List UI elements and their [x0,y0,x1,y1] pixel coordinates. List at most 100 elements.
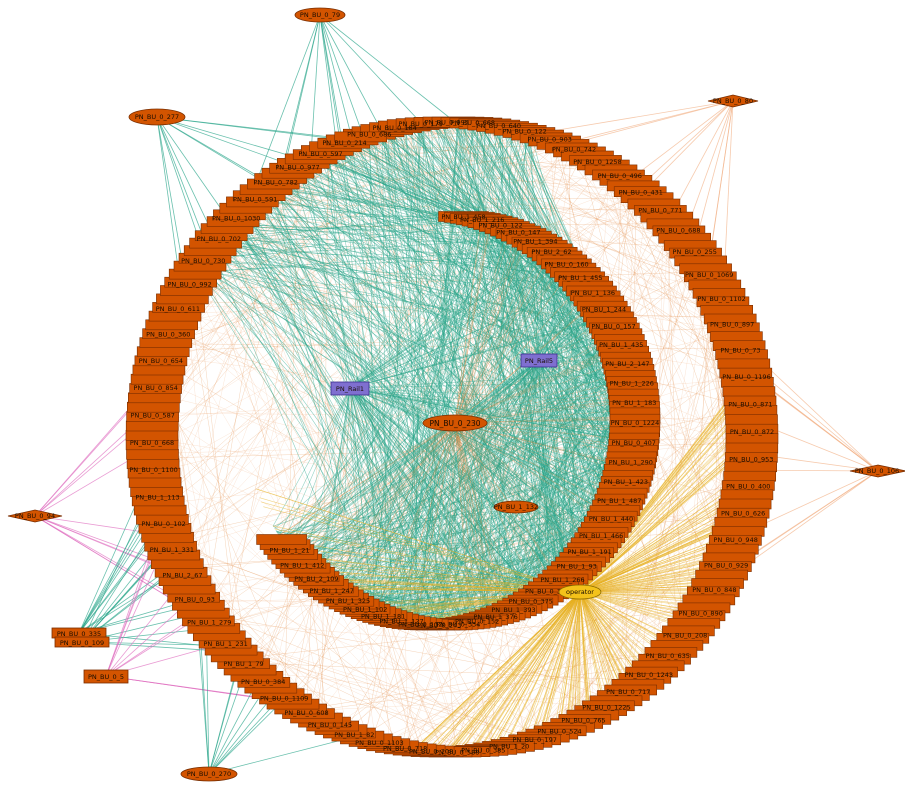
outer-ring-node[interactable] [125,420,179,432]
inner-ring-node-label: PN_BU_1_181 [361,612,405,620]
edge-teal [227,227,445,626]
edge-outer [626,180,745,510]
edge-operator [491,591,581,750]
outer-ring-node-label: PN_BU_0_400 [726,483,770,491]
edge-operator [579,434,753,593]
node-center[interactable]: PN_BU_0_230 [422,414,488,432]
inner-ring-node-label: PN_BU_2_109 [294,575,338,583]
edge-center [454,255,557,424]
inner-ring-node[interactable] [256,534,307,545]
edge-rail1 [349,238,531,389]
outer-ring-node[interactable] [141,531,194,543]
outer-ring-node[interactable] [718,498,772,510]
satellite-5[interactable]: PN_BU_0_5 [83,669,129,684]
outer-ring-node-label: PN_BU_0_668 [451,119,495,127]
node-center-label: PN_BU_0_230 [429,419,480,428]
edge-teal [219,237,539,244]
edge-teal [408,125,523,606]
outer-ring-node[interactable] [725,414,778,426]
outer-ring-node[interactable] [717,358,771,370]
outer-ring-node-label: PN_BU_1_331 [150,546,194,554]
outer-ring-node[interactable] [722,386,776,397]
outer-ring-node[interactable] [723,470,777,482]
edge-teal [393,128,520,608]
edge-operator [579,591,625,695]
edge-operator [259,497,581,593]
outer-ring-node[interactable] [714,516,768,528]
outer-ring-node-label: PN_BU_0_1258 [573,158,621,166]
edge-teal [385,129,475,219]
inner-ring-node-label: PN_BU_1_191 [567,548,611,556]
edge-rail1 [349,387,565,578]
edge-center [454,222,492,424]
edge-operator [577,591,581,723]
edge-outer [194,274,239,659]
outer-ring-node[interactable] [128,477,182,488]
outer-ring-node-label: PN_BU_0_992 [167,281,211,289]
edge-outer [309,143,562,160]
edge-teal-inner [500,370,630,615]
outer-ring-node[interactable] [126,448,179,460]
edge-outer [157,148,332,501]
edge-center [454,393,634,424]
edge-satellite [156,116,308,162]
edge-center [454,422,621,499]
edge-outer [225,153,321,644]
edge-rail1 [349,226,506,389]
edge-satellite [208,698,286,775]
outer-ring-node-label: PN_BU_0_626 [721,510,765,518]
inner-ring-node-label: PN_BU_0_334 [436,620,480,628]
outer-ring-node[interactable] [139,337,193,348]
edge-satellite [319,14,382,131]
outer-ring-node[interactable] [130,373,184,385]
edge-operator [530,591,581,742]
outer-ring-node[interactable] [136,346,190,358]
satellite-94[interactable]: PN_BU_0_94 [7,509,63,523]
outer-ring-node-label: PN_BU_0_765 [561,716,605,724]
satellite-80[interactable]: PN_BU_0_80 [707,94,759,108]
edge-outer [529,472,751,742]
edge-operator [426,591,581,752]
edge-center [278,422,456,536]
edge-rail1 [349,387,546,593]
satellite-79[interactable]: PN_BU_0_79 [294,7,346,23]
node-operator[interactable]: operator [558,584,602,600]
outer-ring-node-label: PN_BU_1_113 [135,493,179,501]
satellite-335[interactable]: PN_BU_0_335 [51,627,107,639]
inner-ring-node-label: PN_BU_1_266 [540,576,584,584]
satellite-277[interactable]: PN_BU_0_277 [128,108,186,126]
outer-ring-node-label: PN_BU_0_122 [502,128,546,136]
edge-rail5 [332,359,540,592]
outer-ring-node-label: PN_BU_0_197 [513,736,557,744]
outer-ring-node[interactable] [725,442,779,454]
edge-rail5 [340,359,540,597]
edge-center [454,422,579,565]
satellite-270[interactable]: PN_BU_0_270 [180,766,238,782]
rail-1[interactable]: PN_Rail1 [330,381,370,396]
edge-operator [567,591,581,728]
edge-center [278,422,456,536]
outer-ring-node[interactable] [128,392,181,404]
edge-operator [558,591,581,732]
outer-ring-node-label: PN_BU_0_635 [646,652,690,660]
edge-rail1 [349,387,622,497]
satellite-106[interactable]: PN_BU_0_106 [849,464,905,478]
outer-ring-node-label: PN_BU_0_929 [704,561,748,569]
outer-ring-node[interactable] [334,131,388,143]
edge-rail5 [300,359,540,565]
inner-ring-node-label: PN_BU_2_147 [605,360,649,368]
edge-rail5 [528,237,540,361]
outer-ring-node[interactable] [132,364,186,376]
edge-teal-inner [431,250,550,625]
rail-5[interactable]: PN_Rail5 [520,353,558,368]
satellite-109[interactable]: PN_BU_0_109 [54,636,110,648]
outer-ring-node[interactable] [710,331,763,343]
outer-ring-node[interactable] [133,504,187,516]
edge-teal [234,219,464,624]
edge-outer [152,137,361,416]
outer-ring-node[interactable] [720,489,774,501]
edge-teal [204,257,449,625]
outer-ring-node[interactable] [711,526,765,537]
node-mid[interactable]: PN_BU_1_132 [493,500,539,514]
edge-rail5 [306,359,540,570]
